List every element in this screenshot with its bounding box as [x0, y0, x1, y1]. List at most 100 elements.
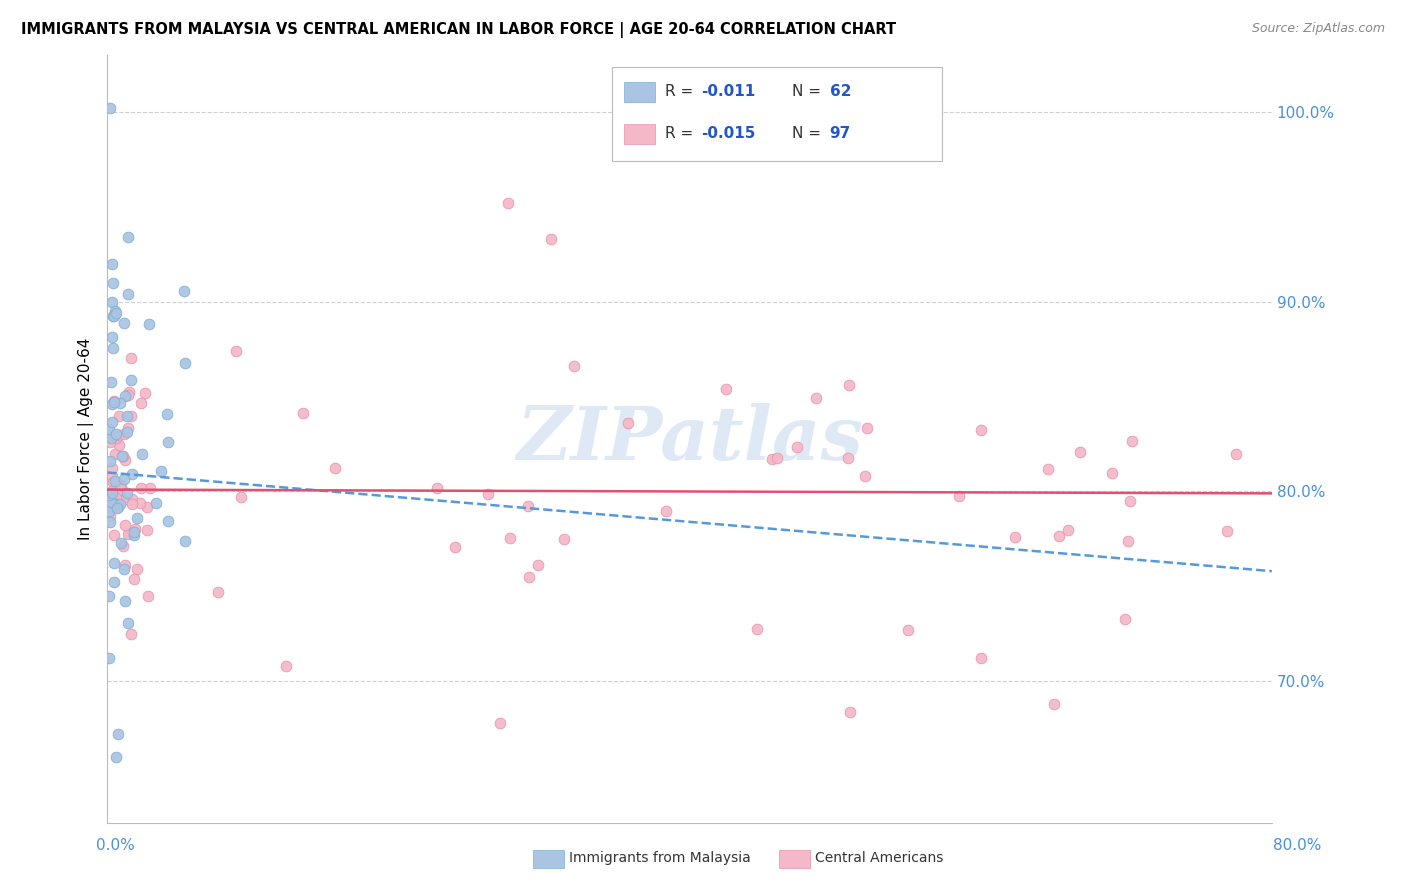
Point: [120, 409, 142, 423]
Point: [131, 482, 153, 496]
Point: [104, 497, 127, 511]
Point: [108, 497, 131, 511]
Point: [517, 570, 540, 584]
Point: [117, 286, 139, 301]
Point: [970, 651, 993, 665]
Point: [107, 500, 129, 515]
Point: [103, 310, 125, 324]
Point: [127, 510, 149, 524]
Point: [173, 356, 195, 370]
Point: [1121, 434, 1143, 448]
Point: [145, 496, 167, 510]
Point: [103, 393, 125, 408]
Point: [714, 382, 737, 396]
Point: [856, 420, 879, 434]
Text: Source: ZipAtlas.com: Source: ZipAtlas.com: [1251, 22, 1385, 36]
Point: [100, 508, 122, 523]
Point: [110, 480, 132, 494]
Point: [292, 406, 315, 420]
Point: [117, 388, 139, 402]
Point: [101, 486, 124, 500]
Point: [98, 651, 121, 665]
Point: [1114, 612, 1136, 626]
Point: [98, 454, 121, 468]
Point: [108, 428, 131, 442]
Point: [98, 589, 121, 603]
Point: [105, 306, 128, 320]
Point: [103, 556, 125, 570]
Text: -0.011: -0.011: [702, 85, 756, 99]
Point: [897, 624, 920, 638]
Point: [101, 257, 124, 271]
Point: [517, 500, 540, 514]
Point: [527, 558, 550, 573]
Point: [553, 532, 575, 546]
Point: [100, 495, 122, 509]
Point: [1042, 697, 1064, 711]
Point: [100, 375, 122, 389]
Point: [1216, 524, 1239, 538]
Point: [225, 344, 247, 359]
Point: [117, 230, 139, 244]
Point: [108, 438, 131, 452]
Point: [101, 469, 124, 483]
Point: [122, 527, 145, 541]
Point: [1038, 462, 1060, 476]
Point: [103, 276, 125, 290]
Point: [837, 450, 859, 465]
Point: [101, 415, 124, 429]
Text: IMMIGRANTS FROM MALAYSIA VS CENTRAL AMERICAN IN LABOR FORCE | AGE 20-64 CORRELAT: IMMIGRANTS FROM MALAYSIA VS CENTRAL AMER…: [21, 22, 896, 38]
Point: [122, 572, 145, 586]
Point: [838, 378, 860, 392]
Point: [118, 384, 141, 399]
Point: [114, 594, 136, 608]
Point: [100, 461, 122, 475]
Point: [970, 423, 993, 437]
Text: 0.0%: 0.0%: [96, 838, 135, 853]
Point: [617, 416, 640, 430]
Point: [121, 492, 143, 507]
Point: [1225, 446, 1247, 460]
Point: [108, 396, 131, 410]
Point: [156, 407, 179, 421]
Point: [105, 491, 128, 505]
Text: N =: N =: [792, 85, 825, 99]
Point: [101, 330, 124, 344]
Point: [1119, 493, 1142, 508]
Point: [948, 489, 970, 503]
Point: [100, 434, 122, 449]
Point: [207, 585, 229, 599]
Point: [1101, 466, 1123, 480]
Point: [135, 523, 157, 537]
Point: [114, 452, 136, 467]
Point: [111, 539, 134, 553]
Point: [766, 450, 789, 465]
Point: [129, 495, 152, 509]
Point: [120, 627, 142, 641]
Point: [136, 589, 159, 603]
Point: [761, 452, 783, 467]
Text: Central Americans: Central Americans: [815, 851, 943, 865]
Point: [101, 397, 124, 411]
Text: N =: N =: [792, 127, 825, 141]
Point: [129, 396, 152, 410]
Point: [117, 526, 139, 541]
Point: [1118, 534, 1140, 549]
Point: [149, 464, 172, 478]
Point: [274, 659, 297, 673]
Point: [111, 450, 134, 464]
Point: [103, 309, 125, 323]
Point: [105, 426, 128, 441]
Point: [114, 518, 136, 533]
Point: [229, 491, 252, 505]
Point: [111, 492, 134, 507]
Point: [111, 450, 134, 464]
Point: [100, 484, 122, 499]
Point: [105, 750, 128, 764]
Text: R =: R =: [665, 85, 699, 99]
Point: [786, 440, 808, 454]
Point: [114, 472, 136, 486]
Text: R =: R =: [665, 127, 699, 141]
Text: -0.015: -0.015: [702, 127, 756, 141]
Text: ZIPatlas: ZIPatlas: [516, 403, 863, 475]
